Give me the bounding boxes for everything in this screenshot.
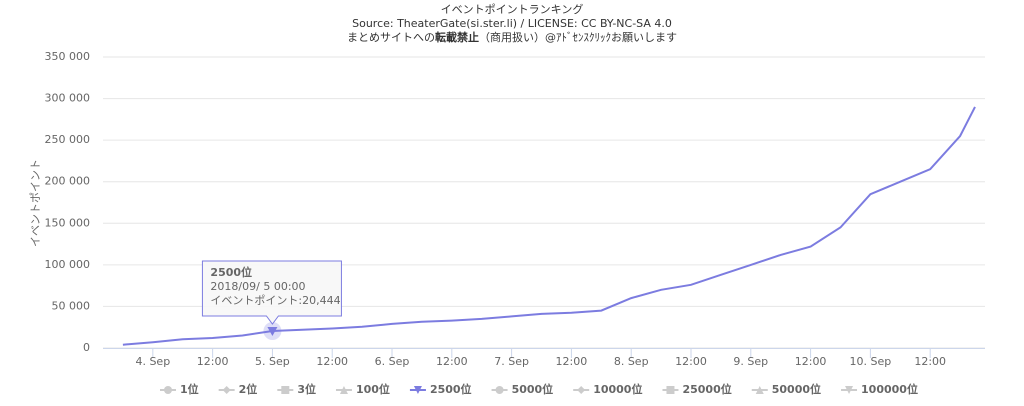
- chart-title: イベントポイントランキング: [441, 2, 584, 16]
- legend-item[interactable]: 3位: [277, 382, 316, 396]
- legend-label: 25000位: [682, 382, 731, 396]
- legend-item[interactable]: 10000位: [573, 382, 642, 396]
- legend-label: 2500位: [430, 382, 472, 396]
- legend-label: 100000位: [861, 382, 918, 396]
- y-tick-label: 50 000: [52, 299, 91, 312]
- legend-item[interactable]: 1位: [160, 382, 199, 396]
- legend-symbol: [495, 386, 504, 394]
- x-tick-label: 12:00: [914, 355, 946, 368]
- chart-notice: まとめサイトへの転載禁止（商用扱い）@ｱﾄﾞｾﾝｽｸﾘｯｸお願いします: [347, 30, 677, 44]
- notice-part: 転載禁止: [435, 30, 479, 44]
- tooltip-box: [201, 260, 342, 325]
- legend-symbol: [845, 386, 854, 394]
- x-tick-label: 12:00: [675, 355, 707, 368]
- legend-label: 100位: [356, 382, 390, 396]
- y-tick-label: 0: [83, 341, 90, 354]
- x-tick-label: 12:00: [795, 355, 827, 368]
- tooltip-value: イベントポイント:20,444: [210, 294, 340, 307]
- x-tick-label: 12:00: [556, 355, 588, 368]
- notice-part: まとめサイトへの: [347, 31, 435, 44]
- y-axis-label: イベントポイント: [29, 159, 42, 247]
- legend-item[interactable]: 5000位: [491, 382, 554, 396]
- tooltip-series: 2500位: [210, 265, 252, 279]
- legend-symbol: [339, 386, 348, 394]
- legend-item[interactable]: 50000位: [751, 382, 821, 396]
- legend-item[interactable]: 100000位: [841, 382, 918, 396]
- x-tick-label: 12:00: [436, 355, 468, 368]
- notice-part: （商用扱い）@ｱﾄﾞｾﾝｽｸﾘｯｸお願いします: [479, 30, 677, 44]
- legend-label: 5000位: [512, 382, 554, 396]
- y-tick-label: 100 000: [45, 258, 91, 271]
- x-tick-label: 10. Sep: [850, 355, 892, 368]
- y-tick-label: 200 000: [45, 175, 91, 188]
- legend-item[interactable]: 25000位: [662, 382, 732, 396]
- legend-symbol: [281, 386, 290, 394]
- series-line: [122, 106, 976, 346]
- legend-symbol: [577, 386, 586, 394]
- x-tick-label: 12:00: [197, 355, 229, 368]
- legend-item[interactable]: 2位: [218, 382, 258, 396]
- x-tick-label: 4. Sep: [135, 355, 170, 368]
- legend-symbol: [666, 386, 675, 394]
- chart-subtitle: Source: TheaterGate(si.ster.li) / LICENS…: [352, 17, 672, 30]
- x-tick-label: 12:00: [316, 355, 348, 368]
- y-tick-label: 150 000: [45, 216, 91, 229]
- tooltip-time: 2018/09/ 5 00:00: [210, 280, 305, 293]
- legend-label: 2位: [239, 382, 258, 396]
- legend-label: 1位: [180, 382, 199, 396]
- y-tick-label: 300 000: [45, 92, 91, 105]
- legend-symbol: [164, 386, 172, 394]
- legend-label: 10000位: [593, 382, 642, 396]
- x-tick-label: 8. Sep: [614, 355, 649, 368]
- y-tick-label: 350 000: [45, 50, 91, 63]
- x-tick-label: 5. Sep: [255, 355, 290, 368]
- legend-item[interactable]: 100位: [335, 382, 390, 396]
- x-tick-label: 6. Sep: [375, 355, 410, 368]
- legend-symbol: [413, 386, 422, 394]
- legend-item[interactable]: 2500位: [409, 382, 472, 396]
- x-tick-label: 9. Sep: [733, 355, 768, 368]
- legend-symbol: [222, 386, 231, 394]
- x-tick-label: 7. Sep: [494, 355, 529, 368]
- legend-label: 3位: [297, 382, 316, 396]
- legend-label: 50000位: [772, 382, 821, 396]
- y-tick-label: 250 000: [45, 133, 91, 146]
- hover-marker: [267, 327, 278, 337]
- legend-symbol: [755, 386, 764, 394]
